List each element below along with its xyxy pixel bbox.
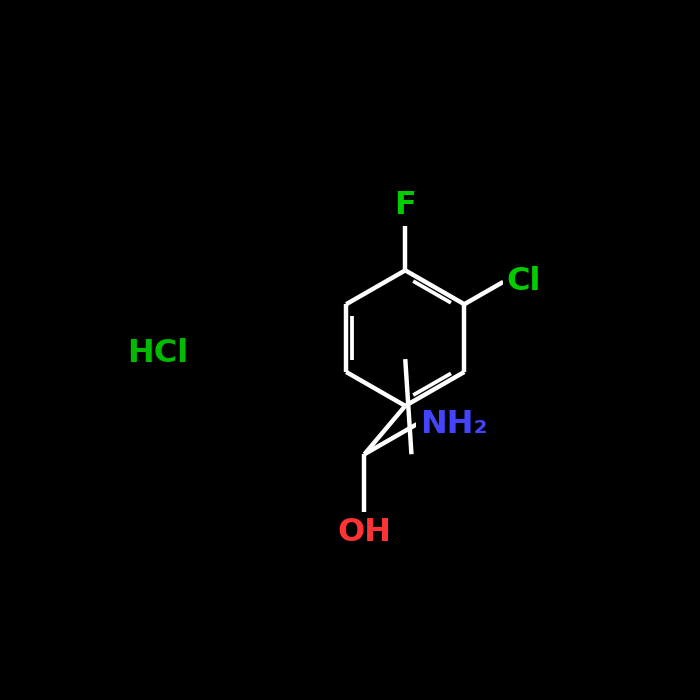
Text: Cl: Cl: [506, 267, 541, 298]
Text: OH: OH: [337, 517, 391, 547]
Text: NH₂: NH₂: [420, 409, 487, 440]
Text: HCl: HCl: [127, 338, 188, 369]
Text: F: F: [394, 190, 416, 221]
